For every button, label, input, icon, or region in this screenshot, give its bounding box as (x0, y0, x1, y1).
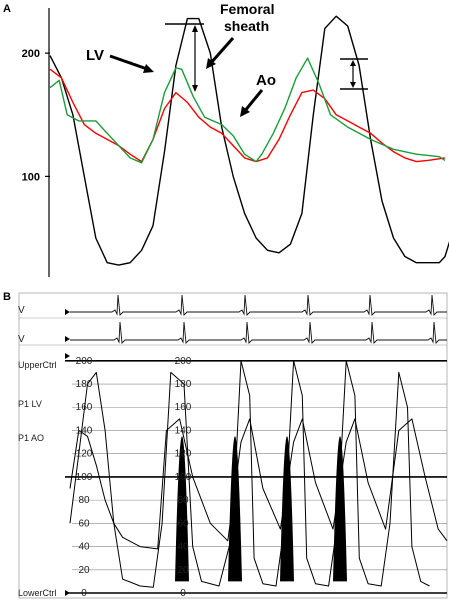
annotation-femoral-line1: Femoral (220, 1, 274, 17)
annotation-femoral-line2: sheath (224, 18, 269, 34)
series-line-ao (49, 68, 446, 163)
channel-label-v: V (18, 334, 25, 345)
y-tick-label: 40 (177, 542, 189, 553)
dense-beat-artifact (175, 436, 189, 582)
channel-label-upperctrl: UpperCtrl (18, 360, 57, 370)
channel-marker (65, 336, 70, 342)
y-tick-label: 60 (177, 518, 189, 529)
panel-b-channel-labels: V V UpperCtrl P1 LV P1 AO LowerCtrl (18, 305, 57, 598)
dense-beat-artifact (228, 436, 242, 582)
panel-b-grid (65, 360, 447, 594)
y-tick-label: 120 (175, 449, 192, 460)
series-line-ao (69, 418, 448, 550)
panel-b: B 0 0 20 20 40 40 60 60 80 80 100 100 120 120 140 140 16… (3, 291, 448, 599)
panel-a: A 100 200 LV Femoral sheath Ao (3, 1, 449, 277)
arrow-lv-head (143, 64, 154, 73)
arrow-lv (109, 54, 151, 72)
y-tick-label: 100 (22, 171, 40, 183)
y-tick-label: 80 (78, 495, 90, 506)
series-line-femoral-sheath (49, 57, 446, 164)
y-tick-label: 100 (175, 472, 192, 483)
gradient-arrow-2-up (350, 60, 356, 66)
arrow-femoral-head (206, 58, 216, 69)
gradient-arrow-1-down (192, 85, 198, 92)
y-tick-label: 200 (76, 356, 93, 367)
gradient-arrow-1-up (192, 25, 198, 32)
y-tick-label: 140 (175, 425, 192, 436)
y-tick-label: 40 (78, 542, 90, 553)
panel-a-series (49, 15, 449, 266)
y-tick-label: 180 (76, 379, 93, 390)
y-tick-label: 80 (177, 495, 189, 506)
y-tick-label: 200 (22, 48, 40, 60)
annotation-ao: Ao (256, 72, 276, 89)
y-tick-label: 0 (81, 588, 87, 599)
annotation-lv: LV (86, 47, 104, 64)
dense-beat-artifact (280, 436, 294, 582)
panel-b-label: B (3, 291, 11, 303)
panel-b-frame (18, 292, 448, 599)
channel-marker (65, 309, 70, 315)
channel-label-p1-lv: P1 LV (18, 399, 42, 409)
panel-b-series (69, 360, 448, 588)
y-tick-label: 180 (175, 379, 192, 390)
ecg-trace (70, 294, 447, 316)
channel-marker (65, 353, 70, 359)
arrow-femoral (208, 37, 235, 65)
panel-a-annotations: LV Femoral sheath Ao (86, 1, 368, 117)
channel-label-v: V (18, 305, 25, 316)
y-tick-label: 200 (175, 356, 192, 367)
channel-label-lowerctrl: LowerCtrl (18, 588, 57, 598)
y-tick-label: 100 (76, 472, 93, 483)
y-tick-label: 20 (177, 565, 189, 576)
y-tick-label: 20 (78, 565, 90, 576)
ecg-traces (70, 294, 447, 344)
channel-label-p1-ao: P1 AO (18, 433, 44, 443)
panel-a-label: A (3, 3, 11, 15)
y-tick-label: 160 (76, 402, 93, 413)
series-line-lv (69, 360, 430, 588)
arrow-ao (242, 89, 264, 113)
y-tick-label: 60 (78, 518, 90, 529)
arrow-ao-head (240, 106, 250, 117)
channel-marker (65, 590, 70, 596)
series-line-lv (49, 15, 449, 266)
panel-b-y-ticks: 0 0 20 20 40 40 60 60 80 80 100 100 120 120 140 140 160 1… (76, 356, 192, 599)
panel-a-y-ticks: 100 200 (22, 48, 50, 183)
ecg-trace (70, 321, 447, 344)
gradient-arrow-2-down (350, 82, 356, 88)
y-tick-label: 140 (76, 425, 93, 436)
y-tick-label: 160 (175, 402, 192, 413)
dense-beat-artifact (333, 436, 347, 582)
channel-markers (65, 309, 70, 596)
y-tick-label: 0 (180, 588, 186, 599)
y-tick-label: 120 (76, 449, 93, 460)
